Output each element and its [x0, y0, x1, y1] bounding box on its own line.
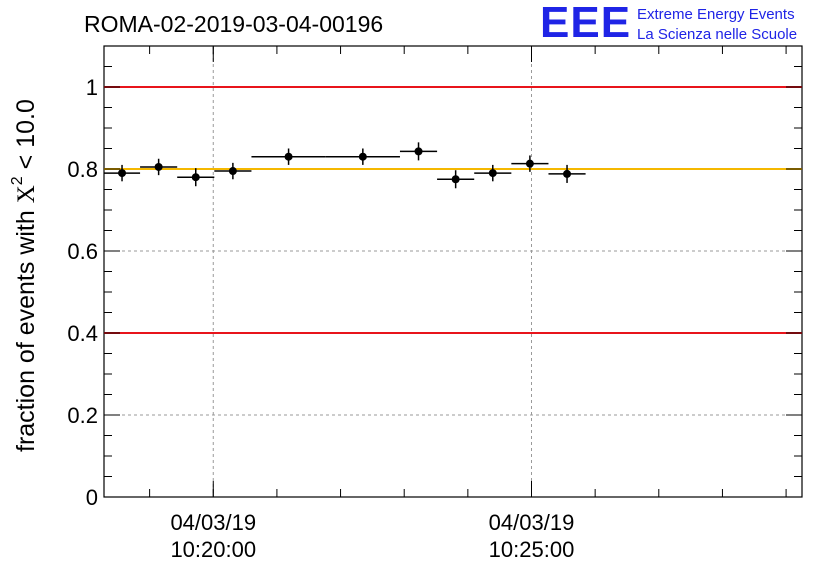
y-tick-label: 1 — [86, 75, 98, 100]
x-tick-time-label: 10:20:00 — [170, 537, 256, 562]
reference-lines — [104, 86, 802, 334]
data-point — [154, 162, 163, 171]
data-point — [414, 147, 423, 156]
chart-title: ROMA-02-2019-03-04-00196 — [84, 11, 383, 37]
data-point — [358, 152, 367, 161]
data-point — [284, 152, 293, 161]
data-point — [525, 159, 534, 168]
logo-line-2: La Scienza nelle Scuole — [637, 26, 798, 43]
data-points — [104, 142, 586, 189]
y-tick-label: 0.4 — [67, 321, 98, 346]
x-tick-date-label: 04/03/19 — [489, 510, 575, 535]
data-point — [118, 169, 127, 178]
data-point — [228, 167, 237, 176]
data-point — [563, 169, 572, 178]
x-tick-date-label: 04/03/19 — [170, 510, 256, 535]
plot-frame — [103, 45, 803, 498]
data-point — [488, 169, 497, 178]
x-tick-time-label: 10:25:00 — [489, 537, 575, 562]
eee-logo: EEE Extreme Energy Events La Scienza nel… — [540, 0, 830, 48]
y-tick-label: 0.6 — [67, 239, 98, 264]
logo-line-1: Extreme Energy Events — [637, 6, 795, 23]
y-axis-label: fraction of events with X2 < 10.0 — [9, 99, 40, 452]
y-tick-label: 0.8 — [67, 157, 98, 182]
data-point — [451, 175, 460, 184]
data-point — [191, 173, 200, 182]
eee-logo-letters: EEE — [540, 0, 632, 47]
axis-ticks: 00.20.40.60.8104/03/1910:20:0004/03/1910… — [67, 46, 802, 562]
y-tick-label: 0 — [86, 485, 98, 510]
grid — [104, 46, 802, 497]
y-tick-label: 0.2 — [67, 403, 98, 428]
